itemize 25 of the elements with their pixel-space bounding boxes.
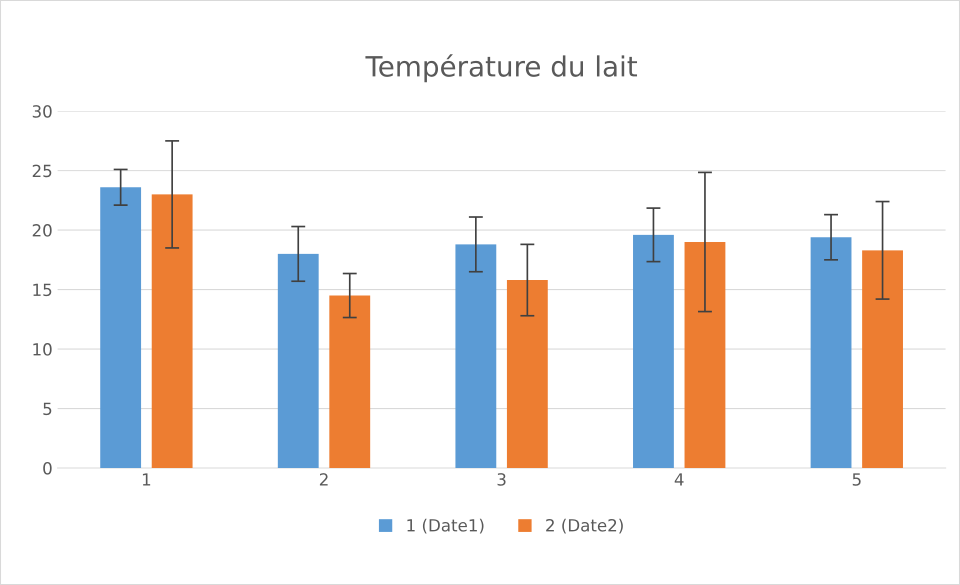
bar [506, 280, 548, 468]
y-tick-label: 15 [33, 284, 52, 296]
x-tick-label: 4 [674, 473, 684, 486]
bar [329, 296, 370, 468]
y-tick-label: 10 [33, 343, 52, 356]
bar [862, 250, 903, 468]
bar [633, 234, 674, 468]
y-tick-label: 20 [32, 224, 52, 237]
bar [100, 187, 142, 468]
legend-label: 1 (Date1) [407, 518, 484, 534]
bar [455, 244, 496, 468]
bar [810, 237, 852, 468]
bar [152, 194, 193, 468]
y-tick-label: 5 [43, 402, 52, 416]
bar [684, 242, 726, 468]
y-tick-label: 30 [32, 105, 52, 118]
x-tick-label: 5 [852, 473, 861, 486]
x-tick-label: 1 [142, 473, 150, 486]
legend-label: 2 (Date2) [546, 518, 623, 534]
x-tick-label: 2 [320, 473, 328, 486]
bar [278, 254, 319, 468]
chart-title: Température du lait [365, 54, 638, 82]
y-tick-label: 25 [32, 164, 52, 178]
x-tick-label: 3 [498, 473, 506, 486]
y-tick-label: 0 [43, 462, 52, 475]
